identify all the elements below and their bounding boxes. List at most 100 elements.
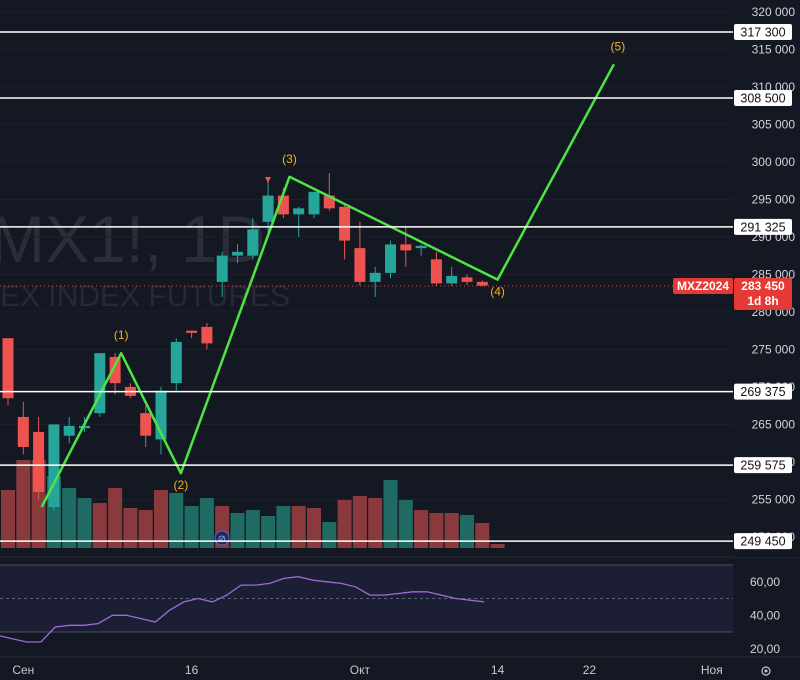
volume-bar[interactable] [307,508,321,548]
candle-body[interactable] [277,195,289,215]
volume-bar[interactable] [368,498,383,548]
candle-body[interactable] [247,229,259,256]
volume-bar[interactable] [444,513,459,548]
volume-bar[interactable] [1,490,15,548]
price-tick-label: 295 000 [752,192,796,206]
rsi-tick-label: 20,00 [750,642,780,656]
candle-body[interactable] [216,255,228,282]
candle-body[interactable] [369,272,381,282]
rsi-axis[interactable]: 20,00 40,00 60,00 [750,575,780,656]
volume-bar[interactable] [138,510,153,548]
candle-body[interactable] [2,338,14,399]
volume-bar[interactable] [460,515,474,548]
rsi-line[interactable] [0,576,485,643]
candle-body[interactable] [339,206,351,241]
wave-label: (3) [282,152,297,166]
event-icon-glyph: ⊘ [218,534,226,545]
volume-bar[interactable] [414,510,429,548]
time-tick-label: Сен [12,663,34,677]
candle-body[interactable] [400,244,412,251]
price-tick-label: 285 000 [752,267,796,281]
candle-body[interactable] [17,416,29,447]
candle-body[interactable] [354,248,366,282]
candle-body[interactable] [140,413,152,436]
symbol-tag [673,278,733,295]
candlesticks[interactable] [2,173,488,511]
candle-body[interactable] [232,251,243,256]
candle-body[interactable] [430,259,442,284]
volume-bar[interactable] [154,490,168,548]
time-tick-label: 22 [583,663,597,677]
level-price-tag[interactable] [734,383,792,400]
candle-body[interactable] [33,431,45,492]
volume-bar[interactable] [108,488,123,548]
candle-body[interactable] [262,195,274,222]
volume-bar[interactable] [276,506,291,548]
candle-body[interactable] [415,245,427,249]
wave-label: (4) [490,285,505,299]
candle-body[interactable] [201,326,213,344]
candle-body[interactable] [63,425,75,436]
level-price-tag[interactable] [734,218,792,235]
volume-bar[interactable] [337,500,352,548]
candle-body[interactable] [446,275,458,284]
symbol-tag-label: MXZ2024 [677,279,729,293]
candle-body[interactable] [186,330,198,333]
volume-bar[interactable] [169,493,184,548]
volume-bar[interactable] [490,544,505,548]
level-price-label: 317 300 [740,26,785,40]
candle-body[interactable] [170,341,182,384]
volume-bar[interactable] [398,500,413,548]
volume-bar[interactable] [291,506,306,548]
wave-line[interactable] [40,63,615,508]
volume-bar[interactable] [383,480,398,548]
candle-body[interactable] [385,244,396,273]
rsi-indicator[interactable] [0,576,485,643]
countdown-label: 1d 8h [747,294,778,308]
candle-body[interactable] [94,353,106,414]
time-axis[interactable]: Сен 16 Окт 14 22 Ноя [0,656,800,677]
level-price-tag[interactable] [734,24,792,41]
volume-bar[interactable] [184,506,199,548]
candle-body[interactable] [323,195,335,209]
price-tick-label: 255 000 [752,492,796,506]
level-price-tag[interactable] [734,90,792,107]
volume-bar[interactable] [92,503,107,548]
volume-bar[interactable] [62,488,77,548]
elliott-wave[interactable]: (1) (2) (3) (4) (5) [40,39,626,508]
time-tick-label: Окт [350,663,371,677]
volume-bar[interactable] [322,522,337,548]
price-tick-label: 265 000 [752,417,796,431]
candle-body[interactable] [308,191,320,215]
volume-bar[interactable] [77,498,92,548]
settings-gear-icon[interactable] [761,666,771,676]
volume-bar[interactable] [429,513,444,548]
candle-body[interactable] [79,425,90,429]
volume-bar[interactable] [475,523,490,548]
candle-body[interactable] [293,208,305,215]
last-price-label: 283 450 [741,279,785,293]
candle-body[interactable] [461,277,473,282]
volume-bar[interactable] [199,498,214,548]
volume-bar[interactable] [261,516,276,548]
price-tick-label: 275 000 [752,342,796,356]
volume-bar[interactable] [123,508,138,548]
candle-body[interactable] [109,356,121,384]
high-marker-icon [265,177,271,183]
wave-label: (2) [174,478,189,492]
level-price-tag[interactable] [734,533,792,550]
volume-bar[interactable] [245,510,260,548]
candle-body[interactable] [476,281,488,286]
volume-bar[interactable] [230,513,245,548]
wave-label: (1) [114,328,129,342]
volume-bar[interactable] [352,496,367,548]
time-tick-label: 16 [185,663,199,677]
horizontal-levels[interactable]: 317 300 308 500 291 325 269 375 259 575 249 4… [0,24,792,550]
level-price-tag[interactable] [734,457,792,474]
candle-body[interactable] [155,390,167,440]
volume-bar[interactable] [16,460,31,548]
level-price-label: 269 375 [740,385,785,399]
